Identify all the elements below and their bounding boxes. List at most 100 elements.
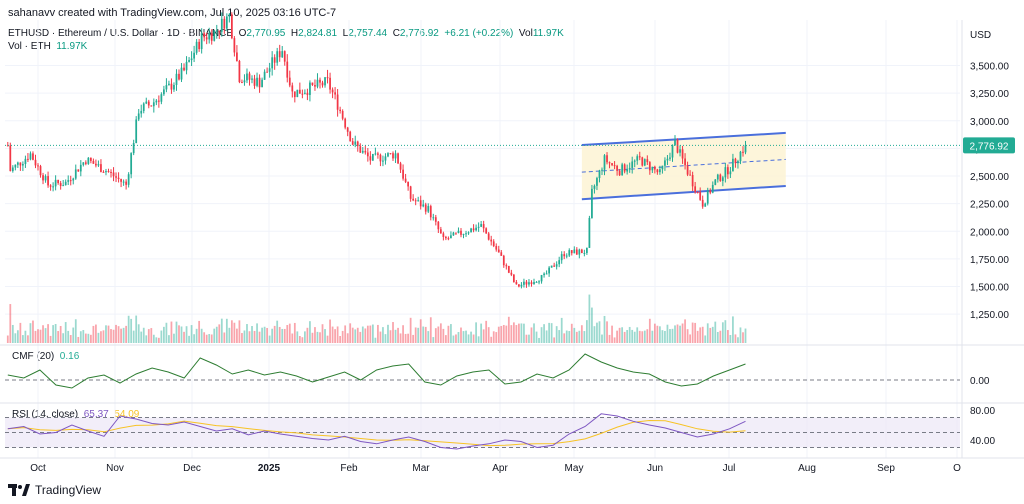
candle-body <box>341 110 344 119</box>
candle-body <box>439 229 442 234</box>
volume-bar <box>445 335 447 343</box>
volume-bar <box>732 316 734 343</box>
candle-body <box>669 157 671 159</box>
volume-bar <box>437 326 440 343</box>
volume-bar <box>583 331 586 343</box>
candle-body <box>230 14 233 39</box>
volume-bar <box>434 328 437 343</box>
candle-body <box>716 174 719 180</box>
volume-bar <box>643 330 646 343</box>
time-tick-label: O <box>953 463 961 474</box>
volume-bar <box>691 322 694 343</box>
candle-body <box>623 164 626 172</box>
volume-bar <box>382 327 384 343</box>
volume-bar <box>205 334 208 343</box>
volume-bar <box>462 331 465 343</box>
volume-legend[interactable]: Vol · ETH 11.97K <box>8 41 87 52</box>
volume-bar <box>341 330 344 343</box>
candle-body <box>246 73 248 81</box>
volume-bar <box>188 335 190 343</box>
time-tick-label: Oct <box>30 463 46 474</box>
candle-body <box>112 172 115 177</box>
volume-bar <box>210 334 213 343</box>
candle-body <box>188 60 190 62</box>
volume-bar <box>570 323 573 343</box>
candle-body <box>565 255 568 257</box>
candle-body <box>120 179 122 182</box>
symbol-legend[interactable]: ETHUSD · Ethereum / U.S. Dollar · 1D · B… <box>8 28 564 39</box>
volume-bar <box>223 332 226 343</box>
candle-body <box>351 141 354 145</box>
candle-body <box>293 91 296 98</box>
candle-body <box>354 141 357 145</box>
price-chart[interactable]: 0.00 80.00 40.00 1,250.00 1,500.00 1,750.00… <box>0 0 1024 480</box>
volume-bar <box>492 331 495 343</box>
candle-body <box>392 153 394 159</box>
cmf-legend[interactable]: CMF (20) 0.16 <box>12 351 79 362</box>
volume-bar <box>686 329 689 343</box>
volume-bar <box>29 323 32 343</box>
volume-bar <box>220 318 223 343</box>
volume-bar <box>739 327 742 343</box>
volume-bar <box>316 331 319 343</box>
volume-bar <box>34 330 37 343</box>
candle-body <box>59 183 62 186</box>
volume-bar <box>575 331 578 343</box>
candle-body <box>593 185 596 189</box>
volume-bar <box>105 325 107 343</box>
candle-body <box>263 71 266 80</box>
candle-body <box>369 156 372 161</box>
rsi-legend-value: 65.37 <box>83 409 109 420</box>
volume-bar <box>512 322 515 343</box>
volume-bar <box>72 327 75 343</box>
candles <box>5 12 960 289</box>
volume-bar <box>457 332 460 343</box>
candle-body <box>447 238 450 240</box>
candle-body <box>371 153 374 161</box>
candle-body <box>613 165 616 167</box>
volume-bar <box>472 334 475 343</box>
volume-bar <box>64 322 67 343</box>
volume-bar <box>283 328 286 343</box>
volume-bar <box>344 325 347 343</box>
volume-bar <box>623 331 626 343</box>
candle-body <box>304 92 306 94</box>
candle-body <box>719 174 722 182</box>
volume-bar <box>110 329 112 343</box>
volume-bar <box>520 323 523 343</box>
candle-body <box>233 38 236 53</box>
volume-bar <box>470 331 472 343</box>
price-tick-label: 1,250.00 <box>970 310 1009 321</box>
volume-bar <box>185 326 188 343</box>
volume-bar <box>528 334 530 343</box>
volume-bar <box>256 323 258 343</box>
candle-body <box>394 153 397 159</box>
candle-body <box>150 105 153 107</box>
candle-body <box>72 178 75 181</box>
candle-body <box>545 273 548 275</box>
volume-bar <box>324 329 326 343</box>
candle-body <box>533 282 535 285</box>
rsi-ma-line <box>7 419 746 447</box>
rsi-legend[interactable]: RSI (14, close) 65.37 54.09 <box>12 409 139 420</box>
candle-body <box>490 239 493 242</box>
candle-body <box>77 169 80 172</box>
candle-body <box>422 204 425 207</box>
candle-body <box>253 78 256 86</box>
volume-bar <box>24 330 27 343</box>
volume-bar <box>117 326 120 343</box>
volume-bar <box>82 330 85 343</box>
volume-bar <box>533 323 535 343</box>
candle-body <box>389 153 392 155</box>
volume-bar <box>246 324 248 343</box>
candle-body <box>475 227 477 231</box>
candle-body <box>132 143 135 154</box>
volume-bar <box>460 327 462 343</box>
volume-bar <box>319 332 321 343</box>
price-tick-label: 2,000.00 <box>970 227 1009 238</box>
volume-bar <box>696 330 699 343</box>
footer-brand[interactable]: TradingView <box>8 483 101 497</box>
candle-body <box>739 151 742 162</box>
candle-body <box>34 159 37 166</box>
candle-body <box>586 247 588 253</box>
